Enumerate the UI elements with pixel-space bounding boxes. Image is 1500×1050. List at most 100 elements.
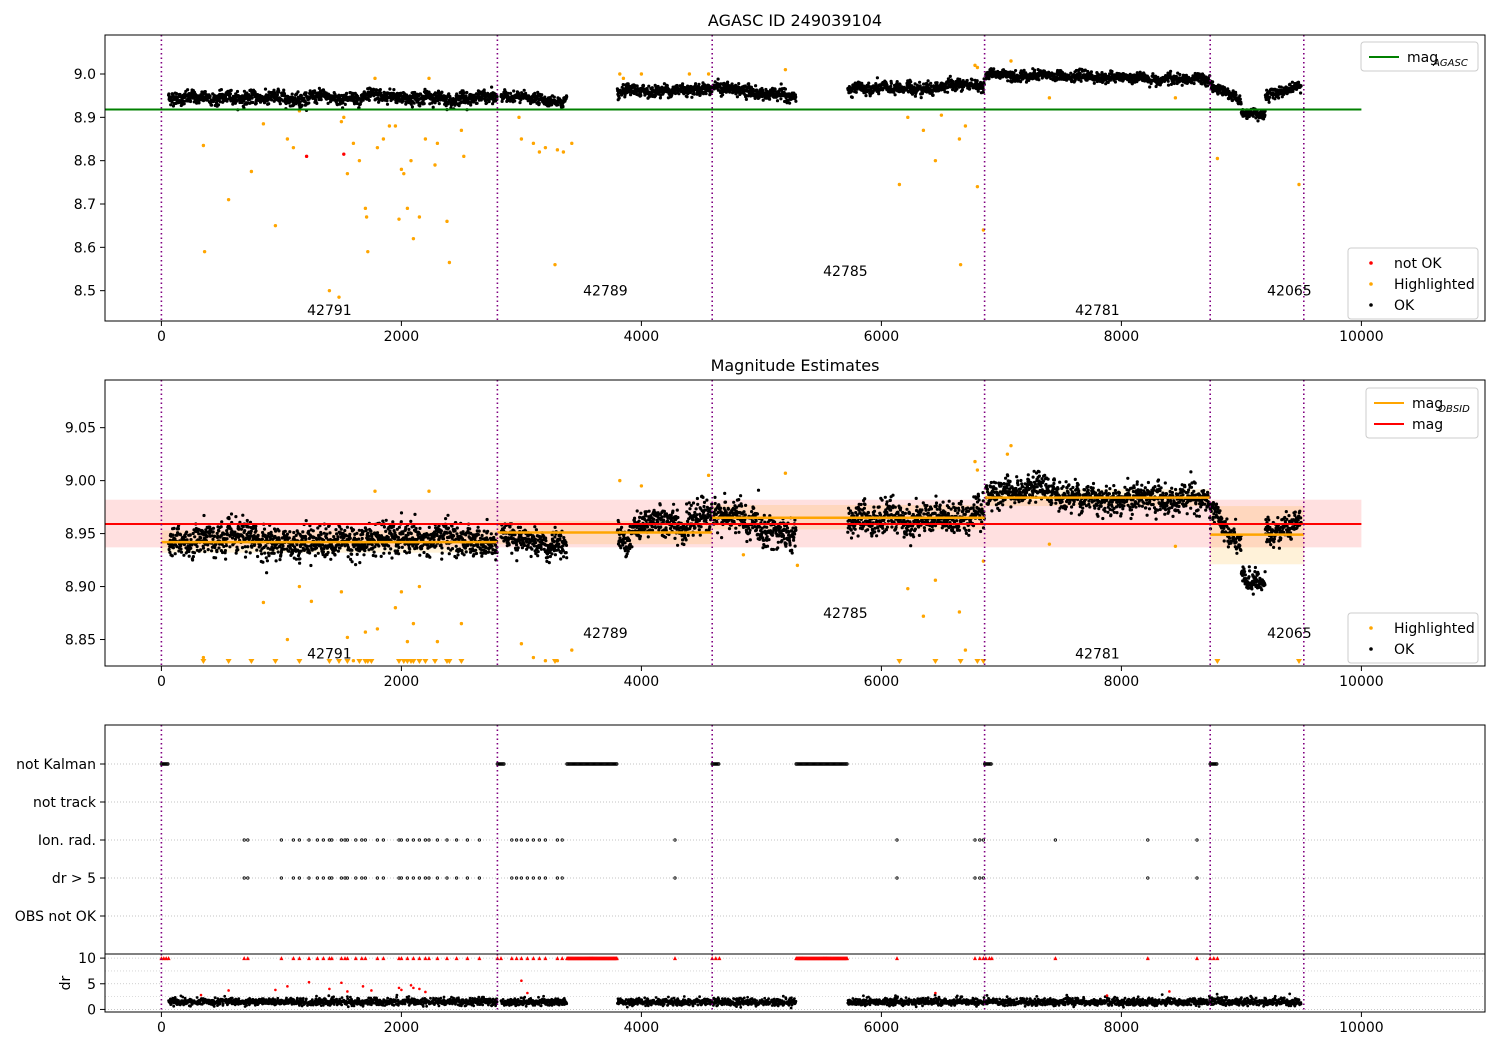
ok-point: [242, 89, 246, 93]
ok-point: [319, 532, 323, 537]
ok-point: [334, 528, 338, 532]
ok-point: [987, 77, 991, 81]
ok-point: [210, 549, 214, 553]
ok-point: [182, 553, 186, 557]
ok-point: [716, 77, 720, 81]
highlighted-point: [963, 124, 968, 128]
ok-point: [875, 76, 880, 80]
ok-point: [1238, 94, 1242, 98]
ok-point: [673, 91, 678, 96]
ok-point: [1200, 81, 1204, 85]
ok-point: [188, 533, 192, 537]
ok-point: [215, 550, 219, 554]
highlighted-point: [1297, 182, 1301, 187]
ok-point: [1226, 87, 1230, 91]
ok-point: [300, 103, 304, 107]
ok-point: [211, 530, 215, 534]
ok-point: [1113, 80, 1117, 84]
ok-point: [220, 520, 224, 524]
ok-point: [1216, 92, 1220, 96]
ok-point: [349, 557, 353, 562]
highlighted-point: [417, 215, 422, 219]
ok-point: [386, 535, 390, 539]
ok-point: [464, 94, 468, 98]
ok-point: [388, 529, 392, 533]
ok-point: [256, 554, 260, 559]
ok-point: [292, 530, 296, 535]
ok-point: [1044, 71, 1048, 75]
ok-point: [749, 85, 754, 89]
ok-point: [225, 529, 229, 533]
ok-point: [225, 533, 230, 537]
ok-point: [229, 512, 234, 516]
ok-point: [1089, 70, 1093, 74]
ok-point: [269, 530, 273, 535]
ok-point: [295, 543, 299, 547]
ok-point: [1299, 91, 1303, 95]
ok-point: [860, 81, 864, 85]
ok-point: [522, 88, 526, 92]
ok-point: [518, 101, 522, 105]
ok-point: [412, 524, 416, 528]
highlighted-point: [364, 215, 369, 219]
ok-point: [316, 551, 320, 555]
ok-point: [315, 101, 319, 105]
ok-point: [404, 102, 408, 106]
ok-point: [215, 531, 219, 536]
ok-point: [339, 527, 343, 531]
ok-point: [384, 529, 388, 534]
ok-point: [174, 92, 179, 96]
ok-point: [399, 91, 403, 95]
ok-point: [946, 77, 951, 81]
ok-point: [227, 517, 231, 521]
ok-point: [381, 519, 385, 523]
highlighted-point: [553, 262, 557, 267]
highlighted-points: [201, 59, 1301, 299]
ok-point: [692, 92, 696, 96]
y-tick-label: 8.9: [74, 110, 96, 126]
highlighted-point: [381, 137, 386, 141]
ok-point: [1251, 114, 1255, 118]
highlighted-point: [339, 119, 344, 124]
ok-point: [393, 537, 397, 541]
ok-point: [701, 92, 706, 96]
ok-point: [391, 520, 395, 524]
ok-point: [617, 96, 621, 100]
ok-point: [267, 554, 271, 558]
ok-point: [266, 93, 270, 97]
ok-point: [378, 88, 382, 92]
ok-point: [913, 94, 918, 98]
ok-point: [288, 546, 292, 550]
obsid-label: 42791: [307, 303, 352, 319]
ok-point: [1273, 97, 1277, 101]
ok-point: [410, 105, 414, 109]
ok-point: [324, 527, 328, 531]
ok-point: [383, 547, 387, 551]
ok-point: [235, 545, 239, 549]
ok-point: [414, 526, 418, 531]
ok-point: [382, 551, 386, 555]
ok-point: [721, 93, 725, 97]
legend-label: Highlighted: [1394, 277, 1475, 293]
highlighted-point: [1047, 96, 1052, 100]
ok-point: [301, 530, 305, 534]
ok-point: [404, 525, 408, 529]
ok-point: [278, 102, 282, 106]
ok-point: [422, 102, 426, 106]
ok-point: [309, 563, 313, 568]
ok-point: [245, 518, 249, 523]
ok-point: [249, 529, 253, 533]
ok-point: [385, 99, 389, 103]
highlighted-point: [939, 113, 944, 117]
ok-point: [946, 90, 950, 94]
ok-point: [345, 91, 349, 95]
ok-point: [1277, 96, 1281, 100]
ok-point: [375, 531, 380, 535]
ok-point: [357, 106, 361, 110]
ok-point: [176, 532, 180, 536]
ok-point: [333, 548, 338, 552]
ok-point: [565, 95, 569, 99]
ok-point: [357, 537, 361, 541]
highlighted-point: [393, 124, 398, 128]
highlighted-point: [273, 223, 278, 228]
